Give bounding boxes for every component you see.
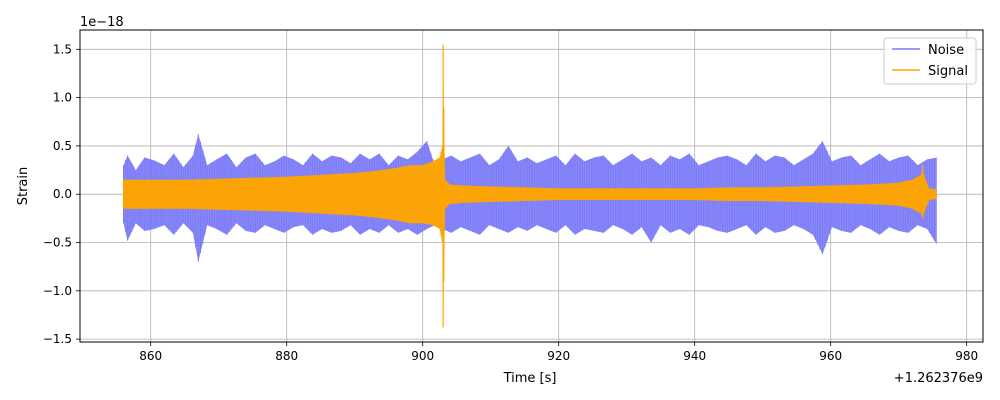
y-tick-label: 0.0	[53, 187, 72, 201]
signal-trace	[122, 44, 936, 328]
x-axis-label: Time [s]	[503, 371, 557, 386]
x-tick-label: 920	[547, 349, 570, 363]
x-tick-label: 900	[411, 349, 434, 363]
y-tick-label: 0.5	[53, 139, 72, 153]
x-tick-label: 940	[683, 349, 706, 363]
y-tick-label: −1.5	[43, 332, 72, 346]
y-tick-label: −1.0	[43, 284, 72, 298]
y-scale-offset-label: 1e−18	[80, 15, 124, 30]
x-tick-label: 860	[139, 349, 162, 363]
y-tick-label: 1.0	[53, 91, 72, 105]
y-axis-ticks: −1.5 −1.0 −0.5 0.0 0.5 1.0 1.5	[43, 42, 80, 346]
x-tick-label: 960	[819, 349, 842, 363]
legend: Noise Signal	[883, 37, 977, 85]
legend-label-noise: Noise	[928, 43, 964, 58]
x-tick-label: 880	[275, 349, 298, 363]
x-offset-label: +1.262376e9	[894, 371, 983, 386]
x-tick-label: 980	[955, 349, 978, 363]
signal-series	[122, 44, 937, 328]
x-axis-ticks: 860 880 900 920 940 960 980	[139, 342, 978, 363]
plot-frame	[79, 29, 984, 343]
y-axis-label: Strain	[16, 167, 31, 206]
y-tick-label: 1.5	[53, 42, 72, 56]
legend-label-signal: Signal	[928, 64, 968, 79]
y-tick-label: −0.5	[43, 236, 72, 250]
